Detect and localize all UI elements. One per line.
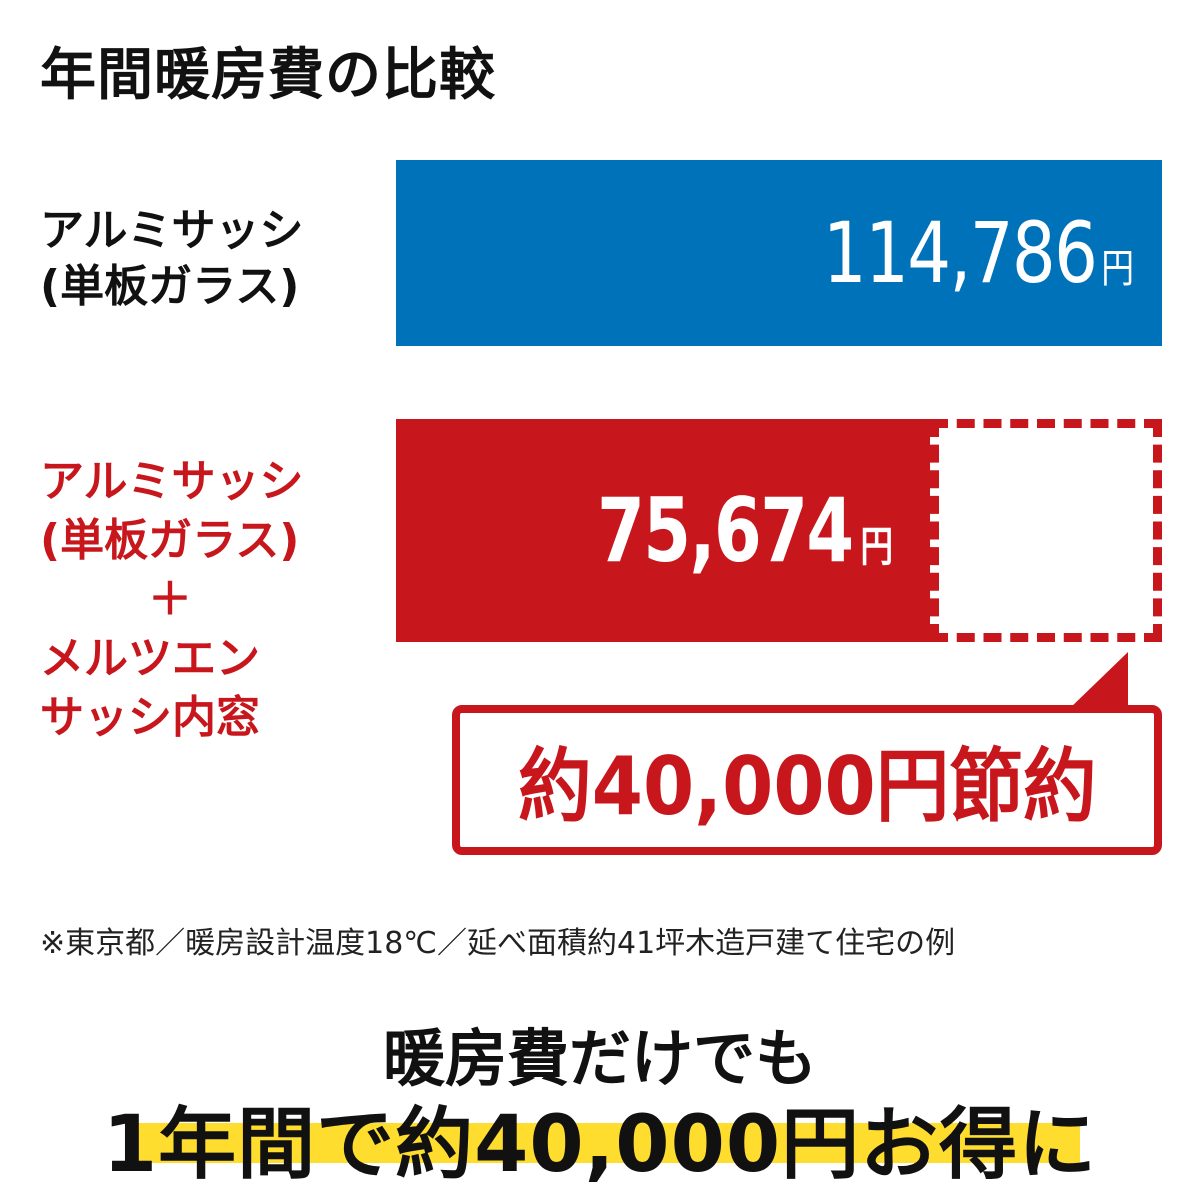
- callout-text: 約40,000円節約: [517, 740, 1097, 833]
- label-line: メルツエン: [40, 633, 260, 684]
- value-unit: 円: [860, 522, 894, 571]
- value-number: 75,674: [597, 479, 854, 582]
- savings-callout: 約40,000円節約: [452, 705, 1162, 855]
- bar-value: 114,786 円: [822, 204, 1134, 302]
- bar-aluminum-sash: 114,786 円: [396, 160, 1162, 346]
- value-number: 114,786: [822, 204, 1098, 302]
- label-line: アルミサッシ: [40, 456, 304, 507]
- category-label-aluminum-sash: アルミサッシ (単板ガラス): [40, 203, 304, 315]
- plus-sign: ＋: [148, 574, 192, 625]
- label-line: (単板ガラス): [40, 261, 300, 312]
- headline-line-1: 暖房費だけでも: [382, 1022, 817, 1095]
- bar-with-inner-window: 75,674 円: [396, 419, 930, 642]
- label-line: アルミサッシ: [40, 205, 304, 256]
- footnote: ※東京都／暖房設計温度18℃／延べ面積約41坪木造戸建て住宅の例: [40, 926, 956, 961]
- value-unit: 円: [1100, 246, 1134, 292]
- headline-line-2: 1年間で約40,000円お得に: [102, 1100, 1098, 1190]
- chart-title: 年間暖房費の比較: [40, 43, 496, 108]
- category-label-with-inner-window: アルミサッシ (単板ガラス) ＋ メルツエン サッシ内窓: [40, 452, 304, 747]
- label-line: サッシ内窓: [40, 692, 260, 743]
- highlight-band: [130, 1123, 1080, 1163]
- savings-dashed-region: [930, 419, 1162, 642]
- callout-tail: [1068, 652, 1128, 710]
- bar-value: 75,674 円: [597, 479, 894, 582]
- label-line: (単板ガラス): [40, 515, 300, 566]
